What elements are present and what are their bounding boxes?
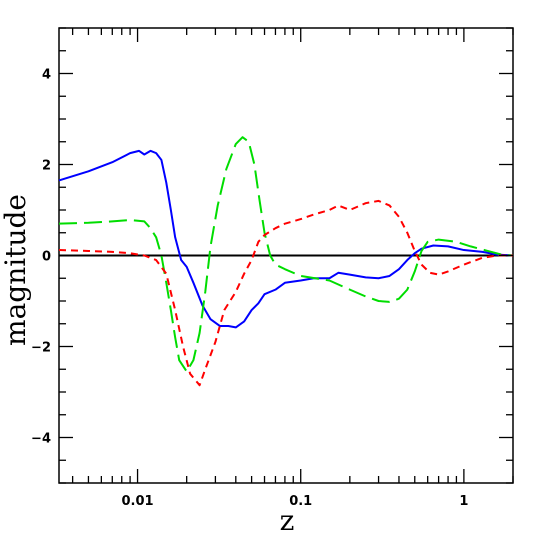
series-line-2: [58, 136, 514, 373]
y-tick-label: 4: [42, 68, 51, 83]
series-line-3: [58, 199, 513, 387]
y-tick-label: −2: [31, 341, 51, 356]
series-line-1: [58, 149, 514, 329]
x-tick-label: 0.1: [289, 494, 312, 509]
x-tick-label: 1: [459, 494, 468, 509]
y-axis-title: magnitude: [0, 194, 32, 346]
x-tick-label: 0.01: [122, 494, 154, 509]
y-tick-label: −4: [31, 432, 51, 447]
y-tick-label: 2: [42, 159, 51, 174]
x-axis-title: z: [280, 504, 295, 537]
y-tick-label: 0: [42, 250, 51, 265]
